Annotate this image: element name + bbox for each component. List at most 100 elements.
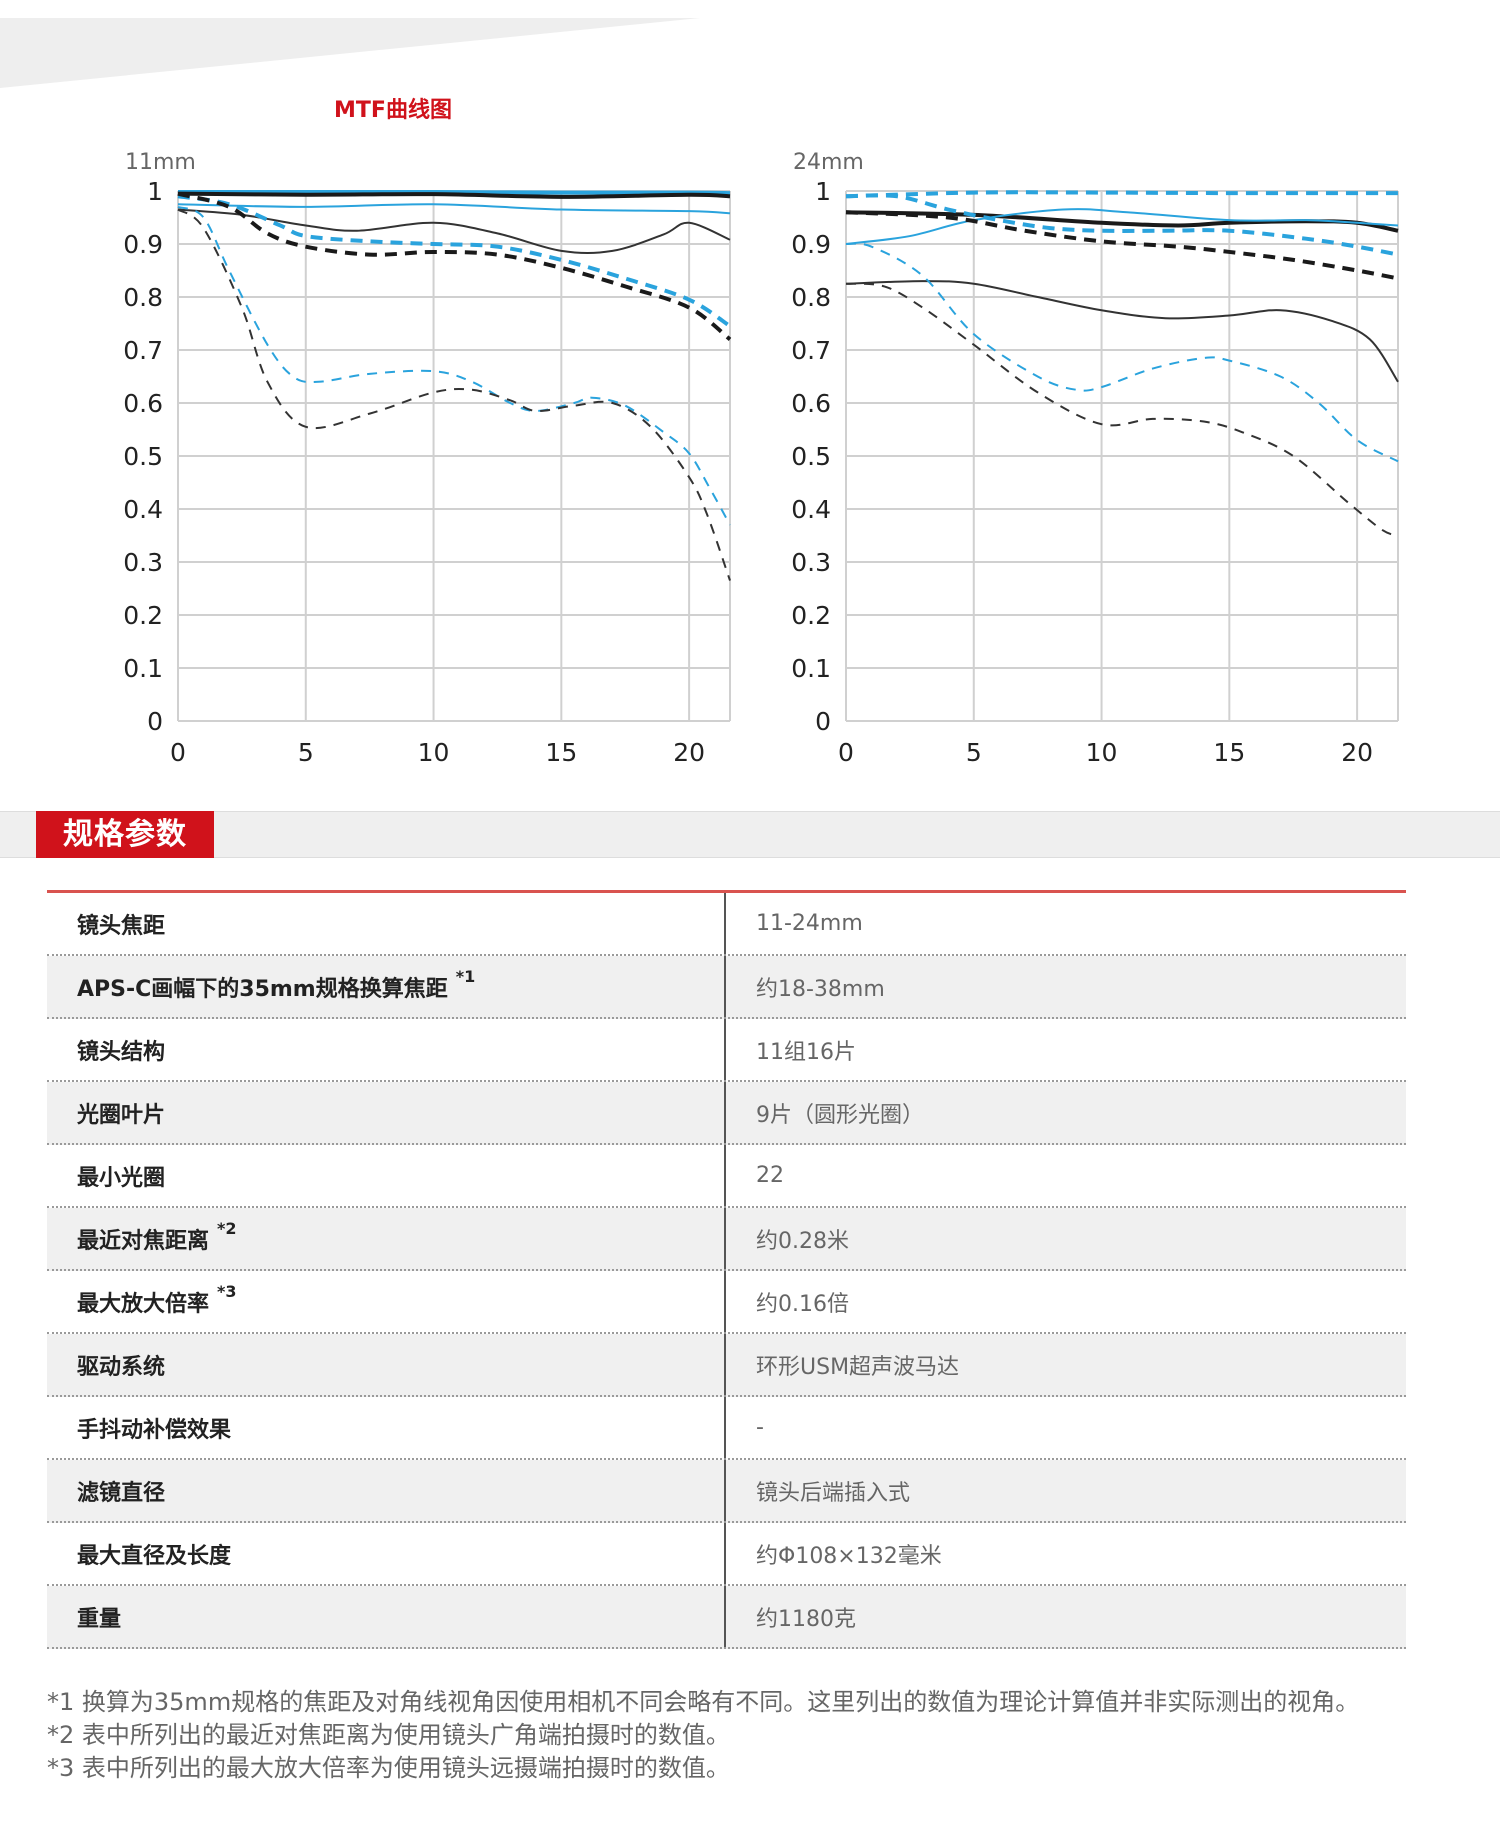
section-header-band xyxy=(0,811,1500,858)
spec-label: APS-C画幅下的35mm规格换算焦距 xyxy=(77,976,448,1002)
spec-label-cell: 最大直径及长度 xyxy=(47,1523,726,1584)
spec-label: 光圈叶片 xyxy=(77,1102,166,1128)
spec-row: APS-C画幅下的35mm规格换算焦距 *1 约18-38mm xyxy=(47,956,1406,1019)
series-line-thin-solid xyxy=(177,203,731,215)
spec-label: 最近对焦距离 xyxy=(77,1228,210,1254)
y-tick-label: 0.1 xyxy=(791,654,831,683)
spec-value: 11组16片 xyxy=(756,1039,856,1065)
series-line-thick-dashed xyxy=(177,194,732,328)
mtf-chart-title: MTF曲线图 xyxy=(334,98,452,123)
x-tick-label: 15 xyxy=(1213,738,1245,767)
footnote-marker: *3 xyxy=(217,1282,237,1301)
spec-label-cell: 光圈叶片 xyxy=(47,1082,726,1143)
y-tick-label: 0.9 xyxy=(791,230,831,259)
section-title: 规格参数 xyxy=(36,811,214,858)
chart-title: 11mm xyxy=(125,150,196,175)
spec-value: 约18-38mm xyxy=(756,976,885,1002)
spec-label: 最大放大倍率 xyxy=(77,1291,210,1317)
spec-label-cell: 镜头结构 xyxy=(47,1019,726,1080)
spec-value: 约0.28米 xyxy=(756,1228,849,1254)
y-tick-label: 0.4 xyxy=(123,495,163,524)
spec-value: 约1180克 xyxy=(756,1606,856,1632)
header-wedge-decoration xyxy=(0,18,700,88)
spec-label-cell: 最小光圈 xyxy=(47,1145,726,1206)
series-line-thin-dashed xyxy=(845,242,1399,463)
spec-label-cell: 最近对焦距离 *2 xyxy=(47,1208,726,1269)
spec-value: 11-24mm xyxy=(756,911,863,936)
footnote: *3 表中所列出的最大放大倍率为使用镜头远摄端拍摄时的数值。 xyxy=(47,1754,730,1782)
spec-value: 环形USM超声波马达 xyxy=(756,1354,960,1380)
spec-label-cell: 重量 xyxy=(47,1586,726,1647)
y-tick-label: 0.8 xyxy=(123,283,163,312)
y-tick-label: 1 xyxy=(815,177,831,206)
spec-row: 最大直径及长度 约Φ108×132毫米 xyxy=(47,1523,1406,1586)
spec-label-cell: 手抖动补偿效果 xyxy=(47,1397,726,1458)
spec-value: 镜头后端插入式 xyxy=(756,1480,911,1506)
x-tick-label: 5 xyxy=(298,738,314,767)
footnote-marker: *2 xyxy=(217,1219,237,1238)
spec-row: 滤镜直径 镜头后端插入式 xyxy=(47,1460,1406,1523)
y-tick-label: 0.4 xyxy=(791,495,831,524)
footnote: *1 换算为35mm规格的焦距及对角线视角因使用相机不同会略有不同。这里列出的数… xyxy=(47,1688,1360,1716)
x-tick-label: 10 xyxy=(1086,738,1118,767)
footnote-marker: *1 xyxy=(455,967,476,986)
y-tick-label: 1 xyxy=(147,177,163,206)
spec-label-cell: 最大放大倍率 *3 xyxy=(47,1271,726,1332)
y-tick-label: 0.7 xyxy=(123,336,163,365)
spec-label: 驱动系统 xyxy=(77,1354,166,1380)
series-line-thick-solid xyxy=(178,190,731,196)
spec-label: 手抖动补偿效果 xyxy=(77,1417,232,1443)
spec-label: 最小光圈 xyxy=(77,1165,166,1191)
spec-row: 最近对焦距离 *2 约0.28米 xyxy=(47,1208,1406,1271)
y-tick-label: 0 xyxy=(815,707,831,736)
x-tick-label: 0 xyxy=(838,738,854,767)
spec-row: 镜头焦距 11-24mm xyxy=(47,893,1406,956)
y-tick-label: 0.2 xyxy=(791,601,831,630)
y-tick-label: 0.8 xyxy=(791,283,831,312)
series-line-thick-dashed xyxy=(177,191,732,341)
series-line-thin-solid xyxy=(177,208,731,255)
y-tick-label: 0 xyxy=(147,707,163,736)
spec-row: 最大放大倍率 *3 约0.16倍 xyxy=(47,1271,1406,1334)
footnote: *2 表中所列出的最近对焦距离为使用镜头广角端拍摄时的数值。 xyxy=(47,1721,730,1749)
spec-value: 约Φ108×132毫米 xyxy=(756,1543,942,1569)
x-tick-label: 20 xyxy=(673,738,705,767)
y-tick-label: 0.2 xyxy=(123,601,163,630)
spec-row: 镜头结构 11组16片 xyxy=(47,1019,1406,1082)
spec-label: 最大直径及长度 xyxy=(77,1543,232,1569)
spec-value: 9片（圆形光圈） xyxy=(756,1102,924,1128)
series-line-thick-dashed xyxy=(845,190,1398,199)
spec-table: 镜头焦距 11-24mm APS-C画幅下的35mm规格换算焦距 *1 约18-38mm… xyxy=(47,890,1406,1649)
spec-value: - xyxy=(756,1415,764,1440)
y-tick-label: 0.7 xyxy=(791,336,831,365)
spec-row: 手抖动补偿效果 - xyxy=(47,1397,1406,1460)
y-tick-label: 0.6 xyxy=(123,389,163,418)
spec-label-cell: 镜头焦距 xyxy=(47,893,726,954)
chart-title: 24mm xyxy=(793,150,864,175)
spec-row: 重量 约1180克 xyxy=(47,1586,1406,1649)
y-tick-label: 0.1 xyxy=(123,654,163,683)
spec-label: 镜头结构 xyxy=(77,1039,166,1065)
spec-label: 镜头焦距 xyxy=(77,913,166,939)
spec-label: 重量 xyxy=(77,1606,122,1632)
y-tick-label: 0.3 xyxy=(791,548,831,577)
series-line-thick-dashed xyxy=(845,210,1399,281)
x-tick-label: 20 xyxy=(1341,738,1373,767)
y-tick-label: 0.3 xyxy=(123,548,163,577)
spec-value: 约0.16倍 xyxy=(756,1291,849,1317)
spec-label-cell: APS-C画幅下的35mm规格换算焦距 *1 xyxy=(47,956,726,1017)
spec-label-cell: 驱动系统 xyxy=(47,1334,726,1395)
x-tick-label: 5 xyxy=(966,738,982,767)
spec-label-cell: 滤镜直径 xyxy=(47,1460,726,1521)
series-line-thin-dashed xyxy=(177,208,731,581)
series-line-thin-solid xyxy=(845,208,1399,245)
series-line-thick-dashed xyxy=(845,193,1399,257)
spec-row: 驱动系统 环形USM超声波马达 xyxy=(47,1334,1406,1397)
y-tick-label: 0.9 xyxy=(123,230,163,259)
spec-row: 光圈叶片 9片（圆形光圈） xyxy=(47,1082,1406,1145)
mtf-chart-11mm: 11mm 0 0.1 0.2 0.3 0.4 0.5 0.6 0.7 0.8 0.9 1 0 5 10 15 2… xyxy=(0,140,732,780)
footnotes: *1 换算为35mm规格的焦距及对角线视角因使用相机不同会略有不同。这里列出的数… xyxy=(47,1686,1409,1785)
y-tick-label: 0.5 xyxy=(123,442,163,471)
